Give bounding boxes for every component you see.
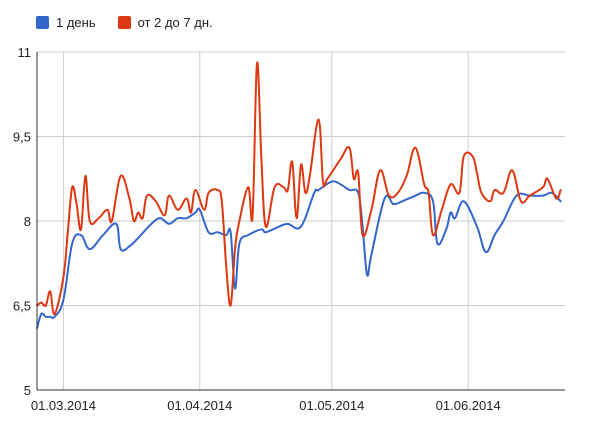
x-tick-label: 01.06.2014 bbox=[436, 398, 501, 413]
x-tick-label: 01.04.2014 bbox=[167, 398, 232, 413]
y-tick-label: 11 bbox=[18, 45, 32, 60]
x-tick-label: 01.03.2014 bbox=[31, 398, 96, 413]
x-tick-label: 01.05.2014 bbox=[299, 398, 364, 413]
legend-label-series-2: от 2 до 7 дн. bbox=[137, 14, 213, 30]
legend-swatch-series-1 bbox=[36, 15, 49, 29]
tick-labels: 5 6,5 8 9,5 11 01.03.2014 01.04.2014 01.05.2014… bbox=[13, 45, 501, 413]
legend: 1 день от 2 до 7 дн. bbox=[36, 12, 235, 32]
series-line-1 bbox=[36, 180, 562, 330]
y-tick-label: 6,5 bbox=[13, 299, 31, 314]
y-tick-label: 9,5 bbox=[13, 130, 31, 145]
legend-item-series-1[interactable]: 1 день bbox=[36, 15, 96, 30]
y-tick-label: 8 bbox=[24, 214, 31, 229]
series-lines bbox=[36, 61, 562, 330]
grid bbox=[36, 51, 565, 390]
series-line-2 bbox=[36, 61, 562, 315]
legend-item-series-2[interactable]: от 2 до 7 дн. bbox=[117, 14, 213, 30]
legend-label-series-1: 1 день bbox=[56, 14, 96, 30]
y-tick-label: 5 bbox=[24, 383, 31, 398]
legend-swatch-series-2 bbox=[117, 15, 131, 29]
